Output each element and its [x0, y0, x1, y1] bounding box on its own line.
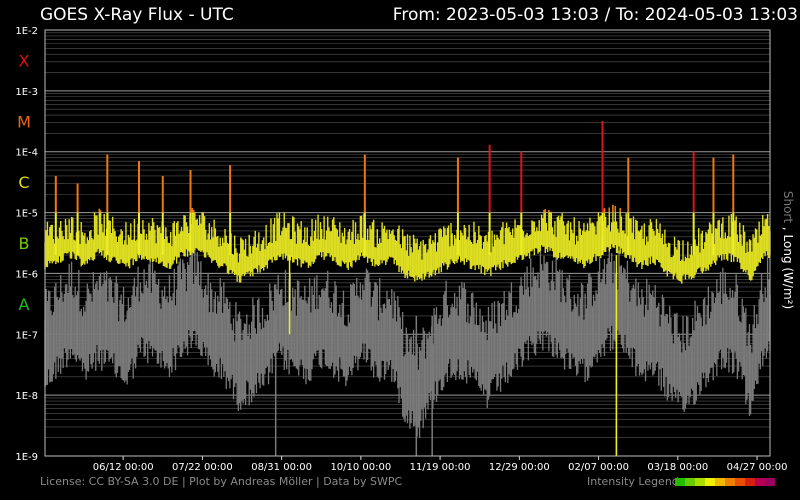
plot-border [44, 29, 771, 457]
y-tick-label: 1E-6 [15, 269, 38, 280]
y-tick-label: 1E-4 [15, 148, 38, 159]
license-text: License: CC BY-SA 3.0 DE | Plot by Andre… [40, 475, 403, 488]
flare-class-A: A [19, 295, 30, 314]
flare-class-labels: X M C B A [17, 51, 31, 313]
y-axis-ticks: 1E-2 1E-3 1E-4 1E-5 1E-6 1E-7 1E-8 1E-9 [15, 26, 38, 463]
legend-swatch [765, 478, 775, 486]
y-tick-label: 1E-7 [15, 330, 38, 341]
y-tick-label: 1E-3 [15, 87, 38, 98]
flare-class-C: C [18, 173, 29, 192]
legend-swatch [745, 478, 755, 486]
x-tick-label: 03/18 00:00 [647, 462, 708, 473]
intensity-legend-bar [675, 478, 775, 486]
y-tick-label: 1E-9 [15, 452, 38, 463]
legend-swatch [725, 478, 735, 486]
legend-swatch [685, 478, 695, 486]
plot-frame [44, 29, 771, 457]
flare-class-X: X [19, 51, 30, 70]
chart-header: GOES X-Ray Flux - UTC From: 2023-05-03 1… [0, 0, 800, 30]
time-range: From: 2023-05-03 13:03 / To: 2024-05-03 … [392, 5, 798, 25]
y-axis-label-separator: , [781, 223, 795, 235]
legend-swatch [755, 478, 765, 486]
legend-swatch [675, 478, 685, 486]
chart-title: GOES X-Ray Flux - UTC [40, 5, 234, 25]
x-tick-label: 07/22 00:00 [172, 462, 233, 473]
x-tick-label: 02/07 00:00 [568, 462, 629, 473]
legend-swatch [705, 478, 715, 486]
y-axis-label-long: Long (W/m²) [781, 234, 795, 310]
x-tick-label: 11/19 00:00 [410, 462, 471, 473]
short-series [44, 248, 771, 456]
flare-class-B: B [19, 234, 30, 253]
legend-swatch [695, 478, 705, 486]
y-tick-label: 1E-8 [15, 391, 38, 402]
intensity-legend-label: Intensity Legend [587, 475, 679, 488]
y-axis-label: Short , Long (W/m²) [781, 191, 795, 309]
x-tick-label: 06/12 00:00 [93, 462, 154, 473]
y-axis-label-short: Short [781, 190, 795, 224]
legend-swatch [735, 478, 745, 486]
legend-swatch [715, 478, 725, 486]
x-tick-label: 04/27 00:00 [727, 462, 788, 473]
x-axis-ticks: 06/12 00:00 07/22 00:00 08/31 00:00 10/10 0… [93, 456, 788, 473]
x-tick-label: 12/29 00:00 [489, 462, 550, 473]
x-tick-label: 10/10 00:00 [330, 462, 391, 473]
flare-class-M: M [17, 112, 31, 131]
x-tick-label: 08/31 00:00 [251, 462, 312, 473]
y-tick-label: 1E-5 [15, 209, 38, 220]
long-series [44, 120, 771, 456]
y-tick-label: 1E-2 [15, 26, 38, 37]
